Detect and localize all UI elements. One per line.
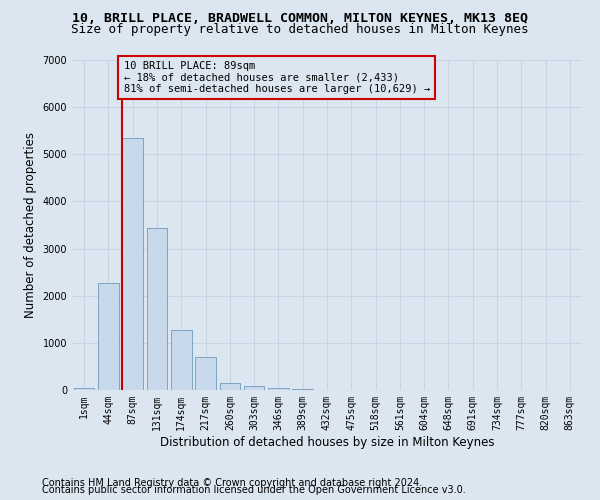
Bar (146, 228, 167, 390)
Bar (220, 382, 240, 390)
Text: 10 BRILL PLACE: 89sqm
← 18% of detached houses are smaller (2,433)
81% of semi-d: 10 BRILL PLACE: 89sqm ← 18% of detached … (124, 61, 430, 94)
Bar (74, 388, 94, 390)
Bar (122, 138, 143, 390)
Bar (244, 386, 265, 390)
Text: Contains public sector information licensed under the Open Government Licence v3: Contains public sector information licen… (42, 485, 466, 495)
Text: 10, BRILL PLACE, BRADWELL COMMON, MILTON KEYNES, MK13 8EQ: 10, BRILL PLACE, BRADWELL COMMON, MILTON… (72, 12, 528, 26)
Bar (171, 330, 191, 390)
X-axis label: Distribution of detached houses by size in Milton Keynes: Distribution of detached houses by size … (160, 436, 494, 448)
Text: Contains HM Land Registry data © Crown copyright and database right 2024.: Contains HM Land Registry data © Crown c… (42, 478, 422, 488)
Text: Size of property relative to detached houses in Milton Keynes: Size of property relative to detached ho… (71, 22, 529, 36)
Bar (98, 282, 119, 390)
Bar (195, 356, 216, 390)
Bar (268, 388, 289, 390)
Y-axis label: Number of detached properties: Number of detached properties (24, 132, 37, 318)
